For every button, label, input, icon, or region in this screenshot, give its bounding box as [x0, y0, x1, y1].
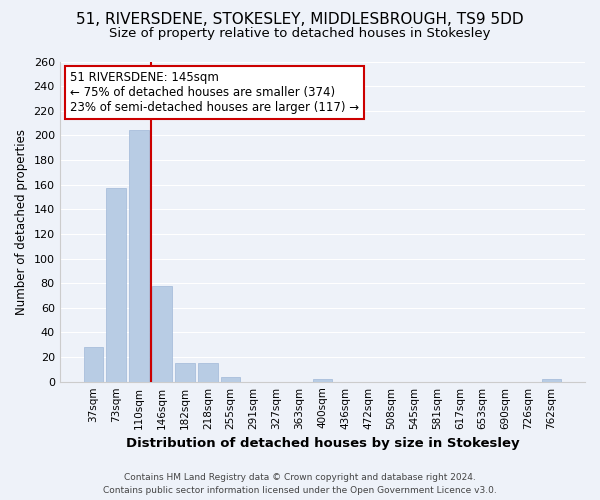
Text: 51, RIVERSDENE, STOKESLEY, MIDDLESBROUGH, TS9 5DD: 51, RIVERSDENE, STOKESLEY, MIDDLESBROUGH… — [76, 12, 524, 28]
Text: Contains HM Land Registry data © Crown copyright and database right 2024.
Contai: Contains HM Land Registry data © Crown c… — [103, 474, 497, 495]
Bar — [175, 363, 194, 382]
Bar — [542, 379, 561, 382]
Bar — [130, 130, 149, 382]
Text: 51 RIVERSDENE: 145sqm
← 75% of detached houses are smaller (374)
23% of semi-det: 51 RIVERSDENE: 145sqm ← 75% of detached … — [70, 71, 359, 114]
Bar — [221, 377, 241, 382]
Bar — [106, 188, 126, 382]
Text: Size of property relative to detached houses in Stokesley: Size of property relative to detached ho… — [109, 28, 491, 40]
Bar — [83, 347, 103, 382]
Y-axis label: Number of detached properties: Number of detached properties — [15, 128, 28, 314]
X-axis label: Distribution of detached houses by size in Stokesley: Distribution of detached houses by size … — [125, 437, 519, 450]
Bar — [152, 286, 172, 382]
Bar — [313, 379, 332, 382]
Bar — [198, 363, 218, 382]
